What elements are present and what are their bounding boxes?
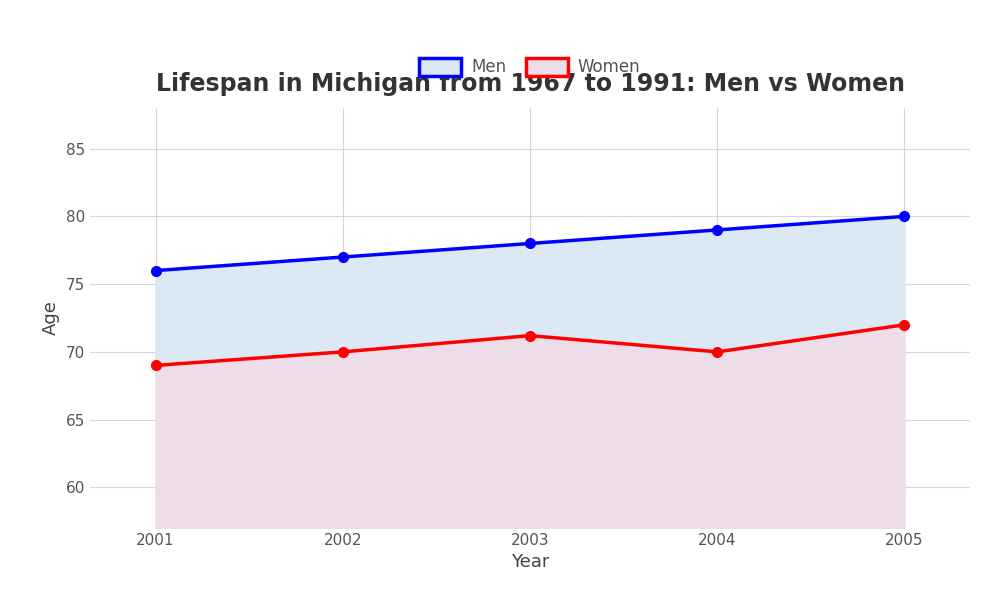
Title: Lifespan in Michigan from 1967 to 1991: Men vs Women: Lifespan in Michigan from 1967 to 1991: …: [156, 73, 904, 97]
Y-axis label: Age: Age: [42, 301, 60, 335]
Legend: Men, Women: Men, Women: [419, 58, 641, 76]
X-axis label: Year: Year: [511, 553, 549, 571]
